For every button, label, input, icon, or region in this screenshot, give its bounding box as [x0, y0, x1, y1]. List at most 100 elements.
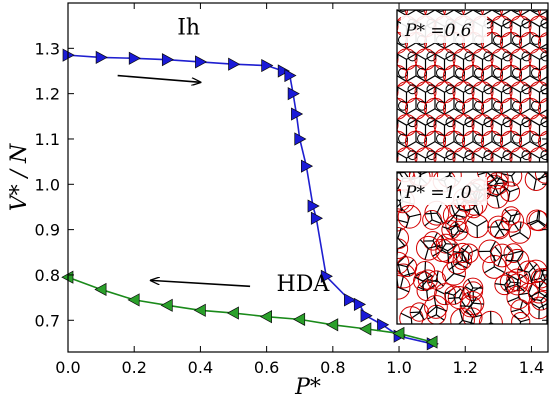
particle-arm — [445, 273, 455, 282]
particle-arm — [416, 86, 426, 93]
particle-arm — [425, 42, 436, 49]
data-point-ih — [320, 269, 333, 283]
particle-patch — [483, 51, 494, 62]
particle-outline — [416, 235, 441, 261]
particle-arm — [415, 10, 426, 16]
particle-arm — [434, 75, 445, 82]
data-point-ih — [128, 51, 141, 65]
particle-arm — [426, 306, 437, 315]
particle-arm — [470, 306, 477, 317]
particle-arm — [528, 272, 533, 284]
particle-outline — [462, 307, 483, 324]
particle-arm — [434, 42, 445, 49]
data-point-ih — [300, 159, 314, 173]
particle-arm — [472, 302, 484, 305]
particle-arm — [419, 239, 429, 249]
particle-arm — [507, 274, 518, 281]
particle-outline — [397, 152, 399, 162]
particle-arm — [527, 219, 538, 225]
particle-outline — [538, 97, 547, 120]
particle-outline — [499, 181, 521, 202]
particle-patch — [398, 67, 408, 78]
series-line-ih — [67, 54, 433, 345]
particle-outline — [528, 147, 547, 162]
particle-arm — [436, 212, 444, 224]
particle-arm — [529, 141, 540, 148]
particle-arm — [397, 86, 407, 93]
particle-patch — [521, 84, 532, 95]
particle-patch — [494, 10, 502, 12]
particle-patch — [493, 133, 503, 144]
particle-outline — [397, 86, 399, 98]
particle-patch — [493, 67, 503, 78]
particle-arm — [422, 275, 432, 282]
data-point-hda — [160, 298, 173, 312]
particle-arm — [507, 215, 512, 225]
inset-ordered: P* =0.6 — [396, 9, 548, 163]
particle-arm — [529, 291, 540, 298]
particle-patch — [397, 52, 399, 60]
particle-arm — [510, 42, 521, 49]
particle-arm — [509, 232, 521, 238]
particle-outline — [397, 20, 399, 32]
particle-patch — [483, 150, 494, 161]
particle-arm — [528, 261, 537, 272]
particle-arm — [530, 86, 540, 93]
particle-arm — [510, 213, 520, 217]
particle-arm — [529, 75, 540, 82]
particle-patch — [407, 117, 418, 128]
particle-patch — [397, 85, 399, 93]
data-point-ih — [228, 57, 241, 71]
particle-arm — [468, 248, 478, 254]
particle-arm — [536, 210, 540, 221]
x-tick-label: 0.4 — [188, 358, 213, 377]
particle-arm — [462, 319, 475, 324]
particle-patch — [398, 133, 408, 144]
particle-patch — [521, 18, 532, 29]
particle-arm — [473, 53, 483, 60]
particle-patch — [521, 51, 532, 62]
data-point-ih — [344, 293, 357, 307]
particle-arm — [518, 292, 529, 296]
inset-label-background — [401, 15, 487, 43]
particle-patch — [512, 34, 522, 45]
particle-arm — [529, 42, 540, 49]
particle-arm — [504, 284, 509, 295]
particle-patch — [483, 84, 494, 95]
particle-arm — [416, 119, 426, 126]
particle-patch — [540, 150, 547, 161]
particle-outline — [414, 147, 437, 162]
particle-arm — [435, 306, 447, 312]
particle-arm — [510, 281, 521, 284]
particle-arm — [539, 76, 547, 82]
particle-arm — [458, 319, 463, 324]
y-tick-label: 1.3 — [35, 39, 60, 58]
particle-outline — [397, 119, 399, 131]
particle-arm — [454, 53, 464, 60]
particle-arm — [454, 119, 464, 126]
particle-patch — [540, 51, 547, 62]
particle-arm — [397, 237, 406, 247]
data-point-hda — [425, 335, 438, 349]
particle-patch — [474, 133, 484, 144]
particle-arm — [453, 10, 464, 16]
particle-arm — [399, 200, 403, 212]
particle-patch — [531, 100, 541, 111]
particle-arm — [510, 75, 521, 82]
particle-arm — [497, 255, 503, 267]
particle-arm — [492, 119, 502, 126]
particle-arm — [453, 75, 464, 82]
particle-patch — [399, 10, 407, 12]
particle-arm — [425, 10, 436, 16]
particle-patch — [437, 10, 445, 12]
particle-arm — [494, 229, 501, 238]
particle-outline — [441, 220, 461, 240]
particle-patch — [397, 19, 399, 28]
particle-outline — [534, 172, 547, 184]
data-point-ih — [284, 68, 297, 83]
particle-arm — [448, 297, 460, 300]
particle-arm — [520, 10, 531, 16]
particle-patch — [464, 150, 475, 161]
particle-outline — [448, 220, 469, 241]
particle-arm — [482, 10, 493, 16]
